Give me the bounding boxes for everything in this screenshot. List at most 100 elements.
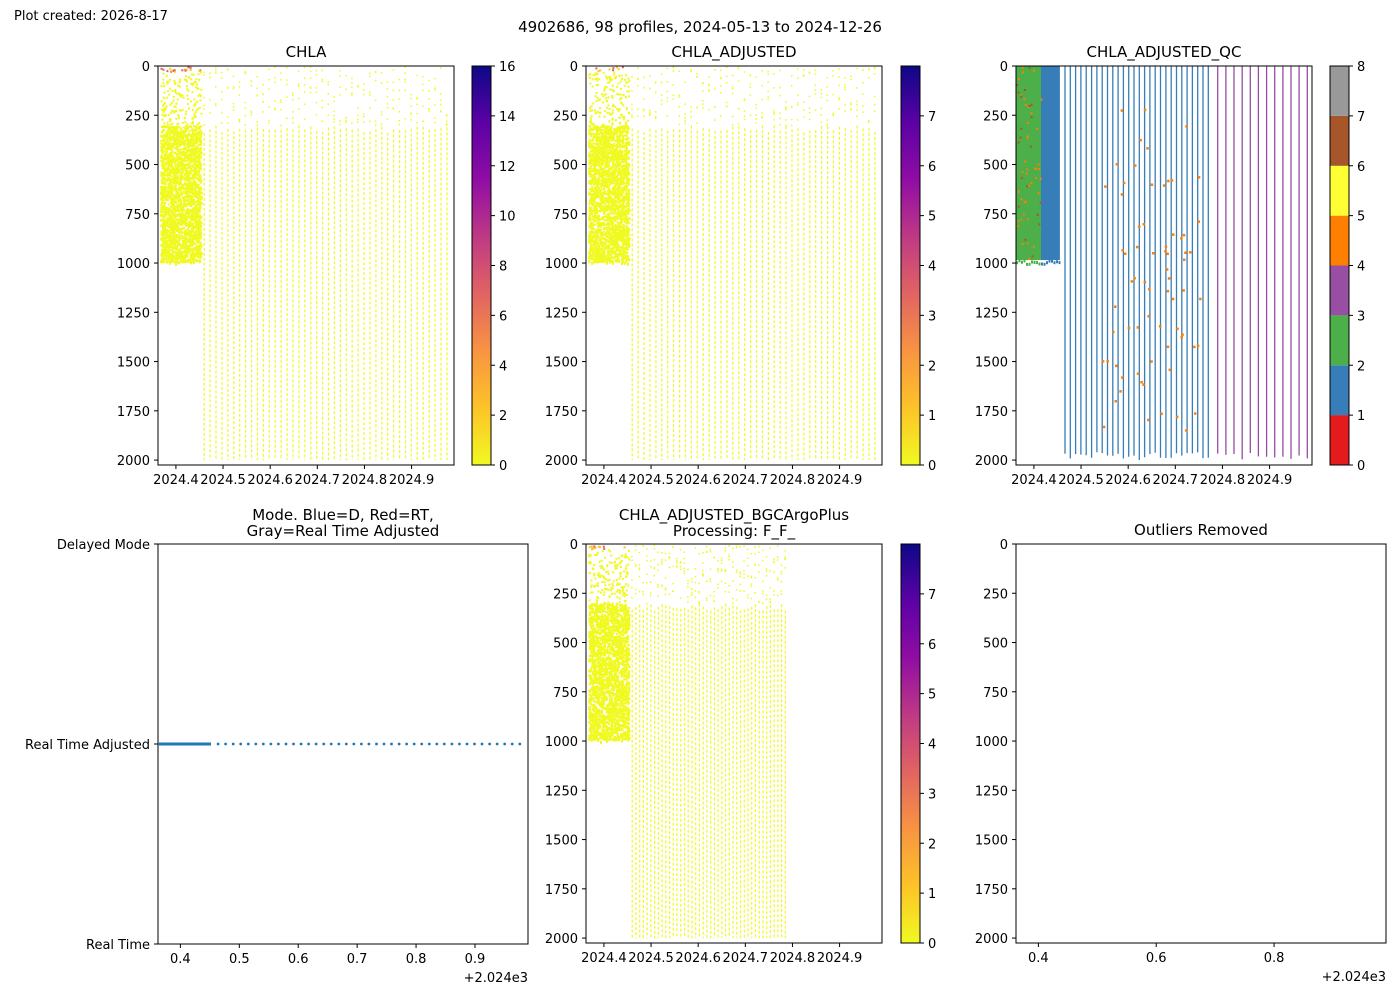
chla-sample [173,159,176,162]
chla-sample [166,139,169,142]
chla-sample [162,229,165,232]
chla-sample [257,125,259,127]
chla-sample [195,164,198,167]
chla-sample [387,103,389,105]
chla-sample [198,171,201,174]
chla-sample [172,253,174,255]
chla-sample [176,248,179,251]
chla-sample [625,96,627,98]
chla-sample [618,162,621,165]
chla-sample [195,111,197,113]
chla-sample [181,166,184,169]
chla-sample [193,153,196,156]
chla-sample [193,74,195,76]
chla-sample [410,119,412,121]
chla-sample [169,183,172,186]
chla-sample [196,78,198,80]
chla-sample [339,86,341,88]
chla-sample [628,80,630,82]
chla-sample [187,103,189,105]
chla-sample [440,111,442,113]
chla-sample [181,187,184,190]
chla-sample [600,136,603,139]
chla-sample [192,131,195,134]
chla-sample [599,195,602,198]
chla-sample [174,142,177,145]
chla-sample [316,92,318,94]
heatmap-marks [160,66,447,460]
chla-sample [177,133,180,136]
chla-sample [333,121,335,123]
chla-sample [622,247,625,250]
chla-sample [589,125,591,127]
x-tick-label: 2024.8 [342,473,388,488]
chla-sample [170,139,173,142]
chla-sample [173,80,175,82]
chla-sample [196,193,199,196]
chla-sample [199,260,201,263]
chla-sample [173,173,176,176]
chla-sample [160,135,163,138]
chla-sample [171,239,174,242]
chla-sample [345,121,347,123]
chla-sample [624,153,627,156]
chla-sample [626,132,629,135]
chla-sample [598,70,600,72]
chla-sample [603,210,606,213]
chla-sample [184,121,186,123]
chla-sample [627,137,630,140]
chla-sample [620,220,623,223]
chla-sample [597,195,600,198]
chla-sample [182,240,185,243]
chla-sample [369,94,371,96]
chla-sample [179,251,182,254]
chla-sample [186,157,189,160]
chla-sample [174,232,176,234]
chla-sample [369,92,371,94]
chla-sample [199,225,202,228]
chla-sample [190,222,193,225]
chla-sample [589,77,591,79]
chla-sample [166,148,169,151]
chla-sample [162,243,165,246]
chla-sample [245,73,247,75]
chla-sample [604,220,606,222]
chla-sample [189,177,192,180]
chla-sample [183,221,186,224]
chla-sample [605,239,608,242]
chla-sample [310,86,312,88]
chla-sample [221,72,223,74]
chla-sample [625,192,627,194]
chla-sample [190,257,193,260]
chla-sample [606,78,608,80]
chla-sample [357,108,359,110]
chla-sample [328,81,330,83]
chla-sample [618,140,621,143]
chla-sample [618,165,621,168]
chla-sample [598,78,600,80]
chla-sample [393,90,395,92]
chla-sample [623,205,626,208]
chla-sample [168,94,170,96]
chla-sample [171,126,174,129]
chla-sample [621,165,624,168]
chla-sample [171,204,174,207]
chla-sample [339,124,341,126]
chla-sample [446,123,448,125]
chla-sample [625,235,628,238]
chla-sample [588,191,591,194]
chla-sample [194,212,197,215]
chla-sample [184,233,187,236]
chla-sample [179,194,182,197]
chla-sample [180,142,183,145]
chla-sample [399,124,401,126]
chla-sample [351,92,353,94]
chla-sample [179,93,181,95]
chla-sample [381,111,383,113]
chla-sample [185,189,188,192]
chla-sample [618,189,621,192]
chla-sample [186,95,188,97]
chla-sample [611,179,614,182]
chla-sample [167,126,170,129]
chla-sample [168,194,171,197]
